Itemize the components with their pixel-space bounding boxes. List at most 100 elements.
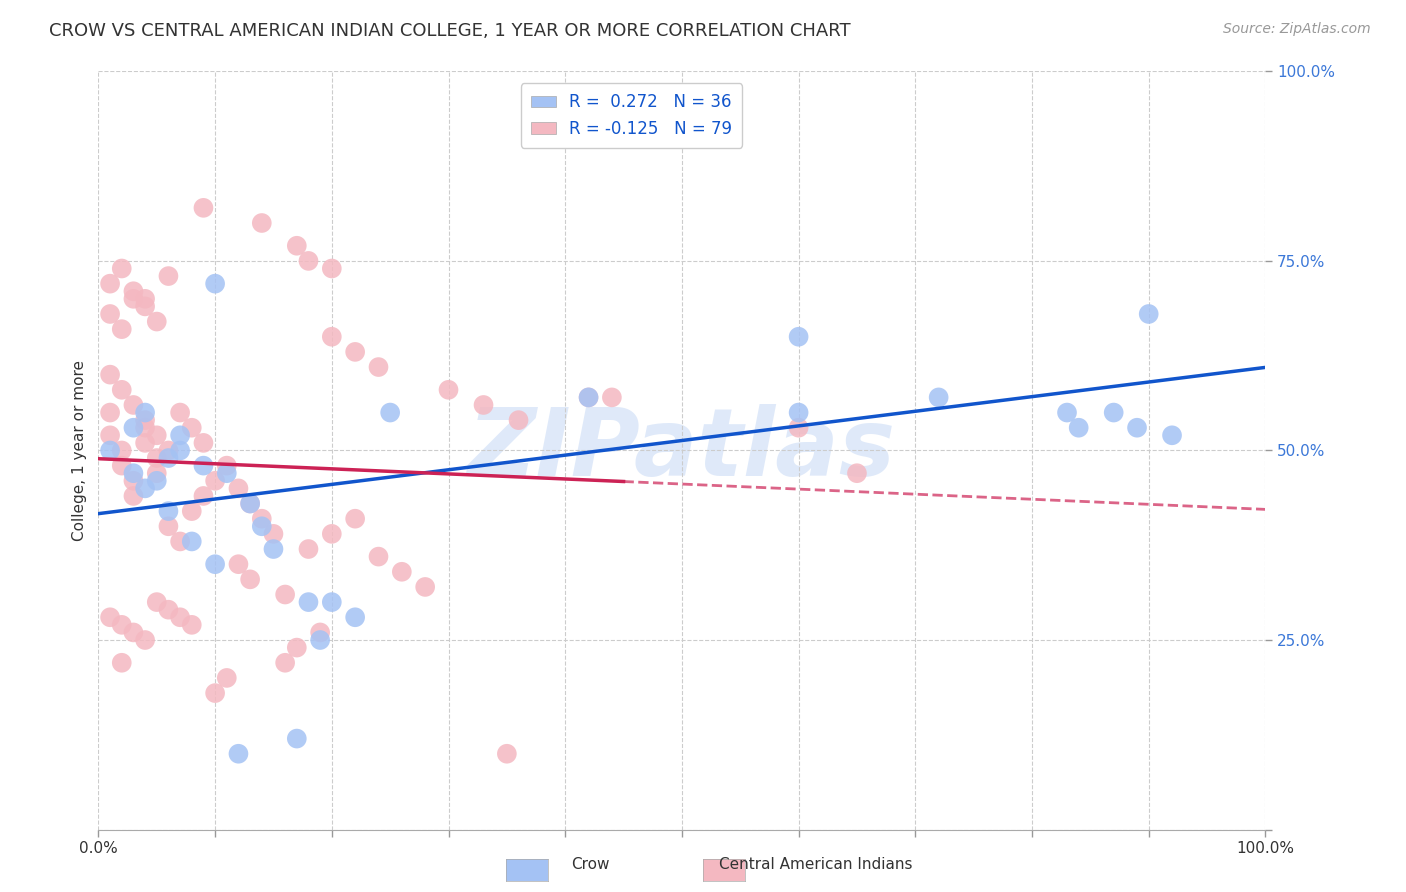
Point: [321, 526, 343, 541]
Point: [180, 534, 202, 549]
Point: [146, 451, 169, 466]
Point: [1056, 405, 1078, 420]
Point: [204, 557, 226, 572]
Point: [111, 656, 134, 670]
Point: [600, 391, 623, 405]
Point: [180, 421, 202, 435]
Point: [180, 504, 202, 518]
Point: [122, 285, 145, 299]
Point: [98, 428, 121, 442]
Point: [215, 671, 238, 685]
Point: [122, 474, 145, 488]
Point: [413, 580, 436, 594]
Point: [496, 747, 519, 761]
Point: [146, 428, 169, 442]
Point: [157, 451, 180, 466]
Point: [1102, 405, 1125, 420]
Text: ZIPatlas: ZIPatlas: [468, 404, 896, 497]
Point: [204, 277, 226, 291]
Point: [1067, 421, 1090, 435]
Point: [122, 467, 145, 481]
Point: [146, 474, 169, 488]
Point: [554, 87, 576, 102]
Point: [157, 519, 180, 533]
Point: [122, 421, 145, 435]
Y-axis label: College, 1 year or more: College, 1 year or more: [72, 360, 87, 541]
Point: [344, 610, 367, 624]
Point: [98, 405, 121, 420]
Point: [297, 542, 319, 557]
Point: [98, 277, 121, 291]
Point: [215, 458, 238, 473]
Point: [437, 383, 460, 397]
Text: CROW VS CENTRAL AMERICAN INDIAN COLLEGE, 1 YEAR OR MORE CORRELATION CHART: CROW VS CENTRAL AMERICAN INDIAN COLLEGE,…: [49, 22, 851, 40]
Point: [787, 421, 810, 435]
Point: [787, 330, 810, 344]
Point: [111, 443, 134, 458]
Point: [367, 549, 389, 564]
Point: [274, 656, 297, 670]
Point: [321, 261, 343, 276]
Point: [134, 421, 156, 435]
Point: [98, 443, 121, 458]
Point: [344, 344, 367, 359]
Point: [193, 436, 215, 450]
Point: [309, 633, 332, 648]
Point: [134, 436, 156, 450]
Point: [134, 482, 156, 496]
Point: [215, 467, 238, 481]
Point: [239, 573, 262, 587]
Point: [111, 458, 134, 473]
Point: [122, 625, 145, 640]
Point: [204, 474, 226, 488]
Point: [472, 398, 495, 412]
Point: [1161, 428, 1184, 442]
Point: [1126, 421, 1149, 435]
Point: [193, 201, 215, 215]
Point: [169, 405, 191, 420]
Point: [111, 617, 134, 632]
Point: [367, 359, 389, 375]
Point: [193, 489, 215, 503]
Point: [285, 731, 308, 746]
Point: [297, 253, 319, 268]
Point: [239, 496, 262, 510]
Point: [228, 482, 250, 496]
Point: [157, 603, 180, 617]
Point: [134, 633, 156, 648]
Point: [169, 610, 191, 624]
Point: [122, 398, 145, 412]
Point: [157, 443, 180, 458]
Point: [157, 504, 180, 518]
Point: [380, 405, 402, 420]
Point: [157, 269, 180, 284]
Point: [228, 557, 250, 572]
Point: [578, 391, 600, 405]
Point: [391, 565, 413, 579]
Text: Crow: Crow: [571, 857, 610, 872]
Point: [928, 391, 950, 405]
Point: [1137, 307, 1160, 321]
Point: [262, 542, 284, 557]
Point: [180, 617, 202, 632]
Point: [344, 512, 367, 526]
Point: [111, 383, 134, 397]
Point: [193, 458, 215, 473]
Point: [98, 307, 121, 321]
Point: [228, 747, 250, 761]
Point: [274, 588, 297, 602]
Point: [250, 512, 273, 526]
Point: [169, 534, 191, 549]
Point: [508, 413, 530, 427]
Point: [285, 238, 308, 253]
Point: [134, 413, 156, 427]
Point: [111, 322, 134, 336]
Point: [98, 368, 121, 382]
Text: Central American Indians: Central American Indians: [718, 857, 912, 872]
Point: [146, 467, 169, 481]
Text: Source: ZipAtlas.com: Source: ZipAtlas.com: [1223, 22, 1371, 37]
Point: [309, 625, 332, 640]
Point: [250, 216, 273, 230]
Point: [111, 261, 134, 276]
Point: [146, 314, 169, 328]
